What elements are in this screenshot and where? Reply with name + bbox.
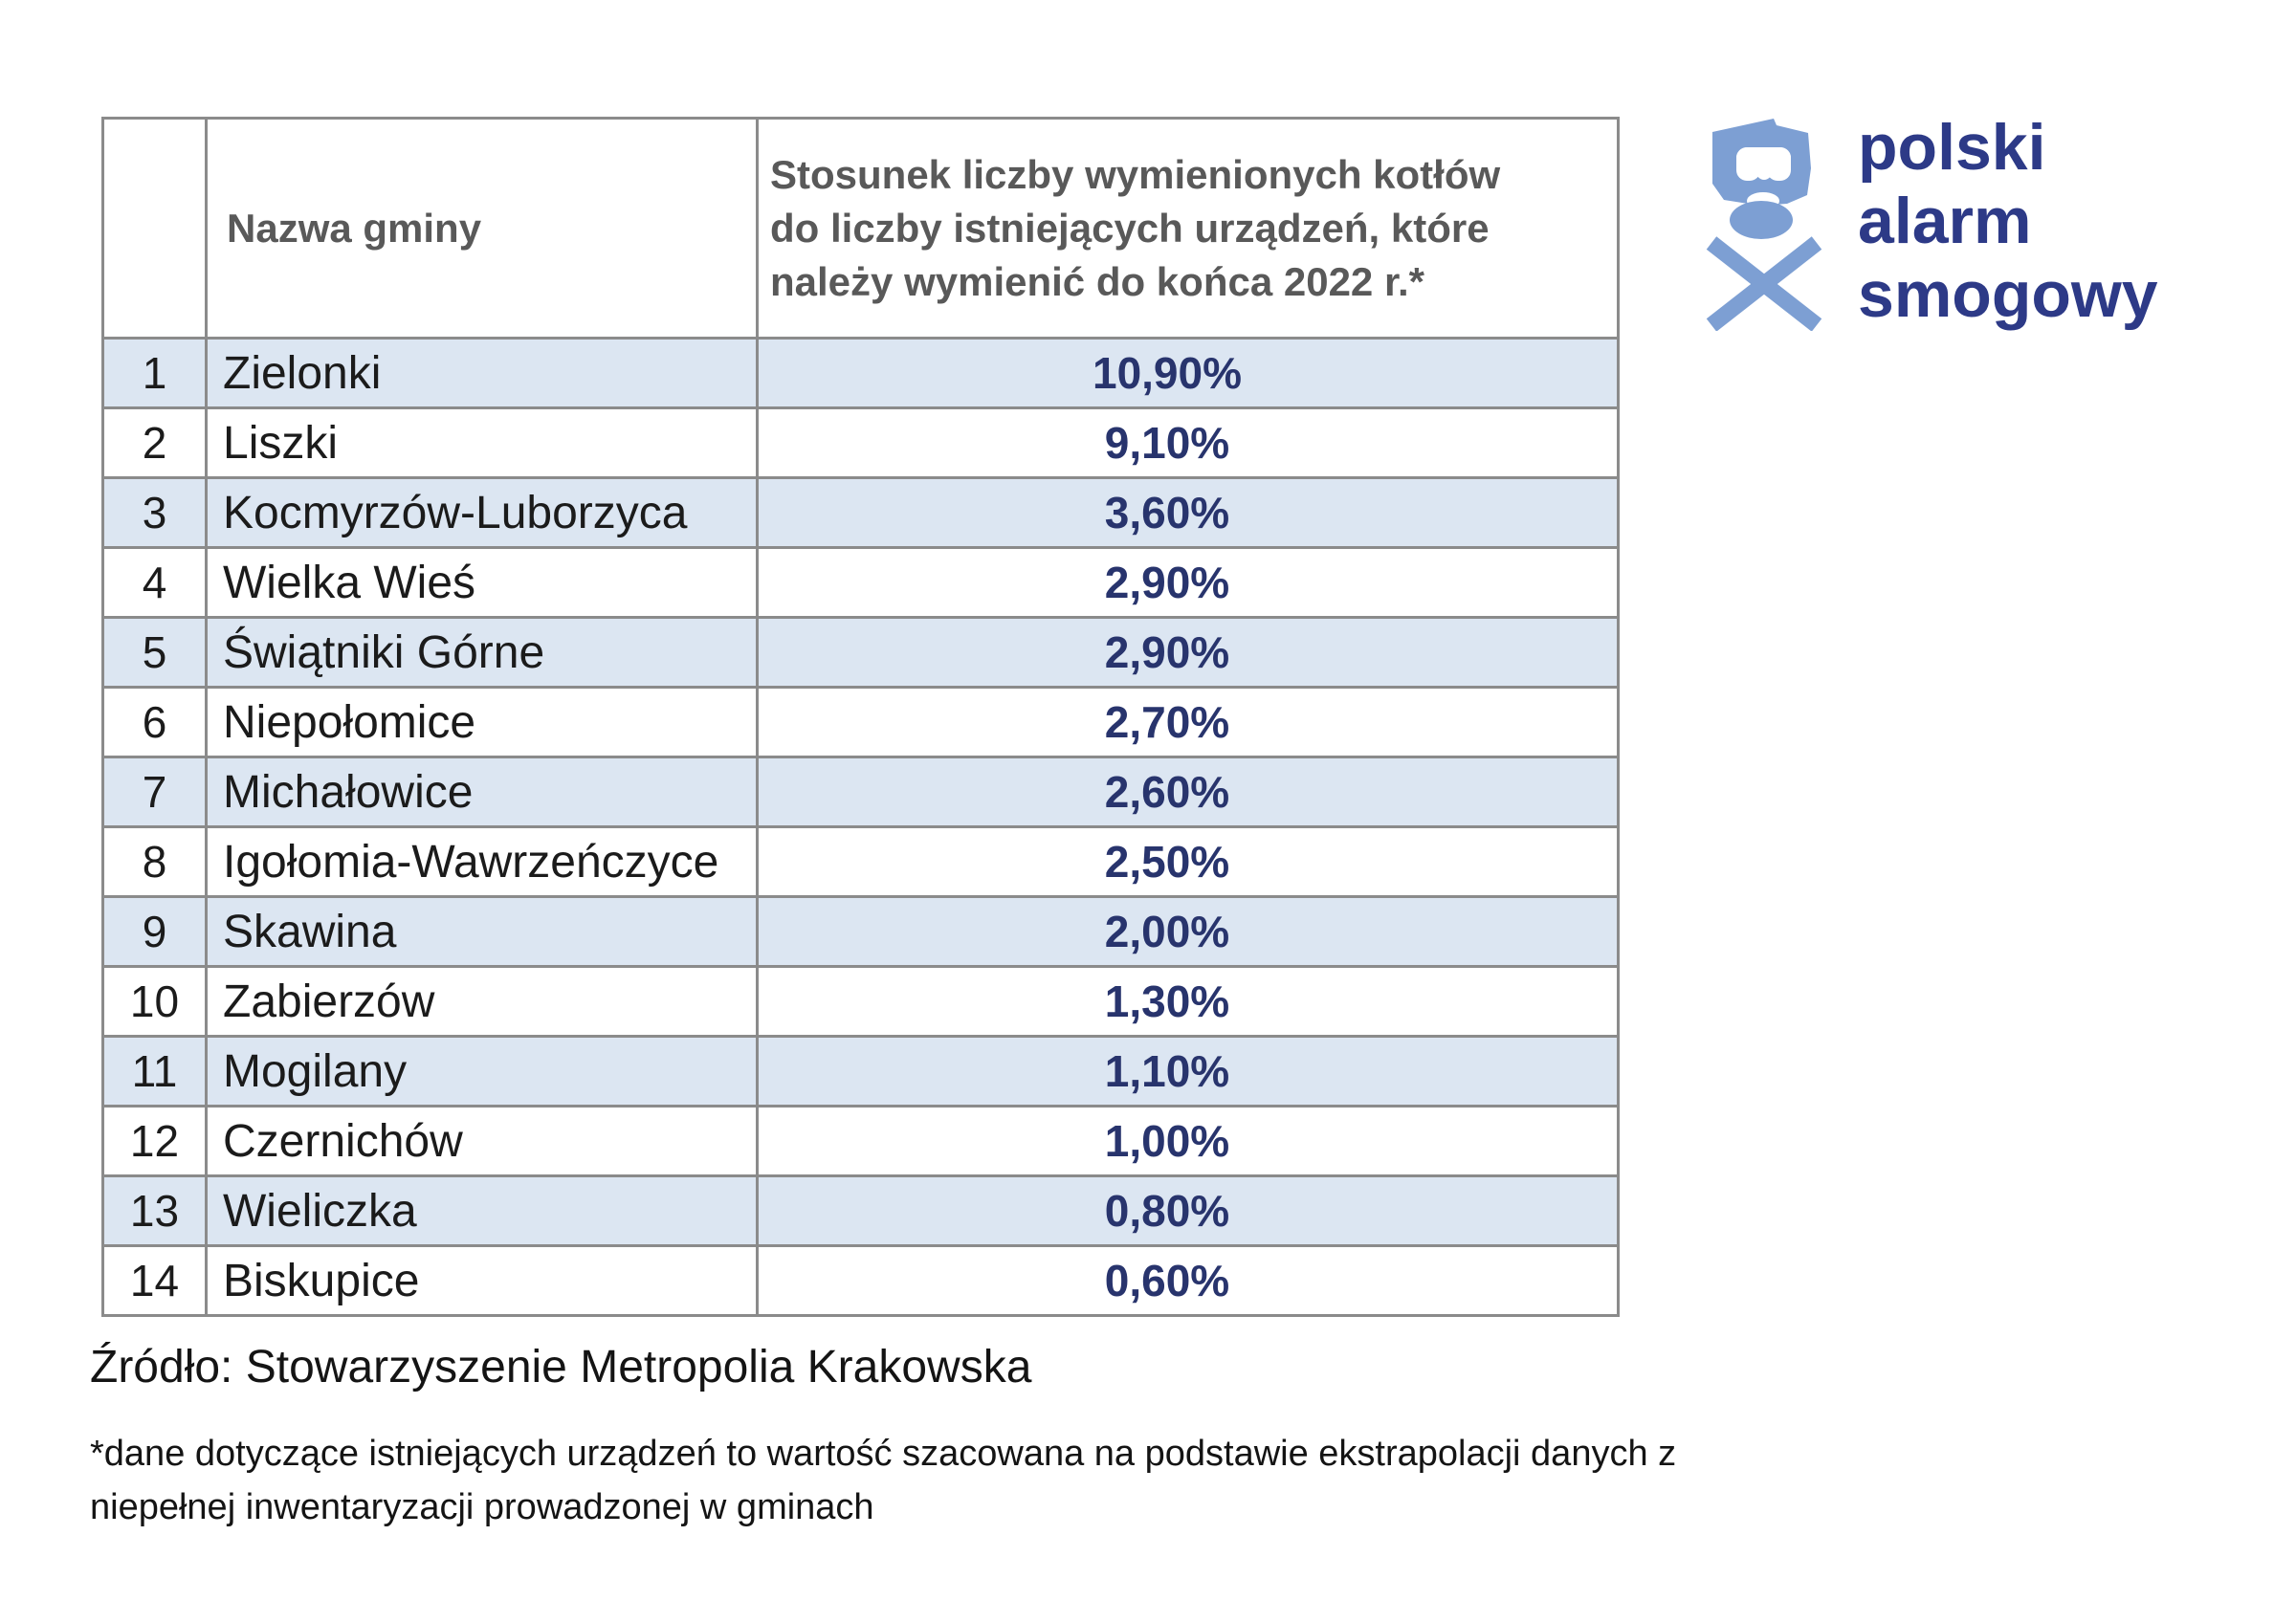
table-body: 1 Zielonki 10,90% 2 Liszki 9,10% 3 Kocmy… [101, 337, 1620, 1317]
header-value-line-3: należy wymienić do końca 2022 r.* [770, 258, 1424, 304]
row-rank-number: 5 [101, 616, 208, 689]
row-percent-value: 0,80% [756, 1174, 1620, 1247]
row-percent-value: 2,50% [756, 825, 1620, 898]
skull-gas-mask-crossbones-icon [1706, 119, 1822, 331]
row-gmina-name: Biskupice [205, 1244, 759, 1317]
table-header-row: Nazwa gminy Stosunek liczby wymienionych… [101, 117, 1620, 340]
table-row: 12 Czernichów 1,00% [101, 1105, 1620, 1177]
source-line: Źródło: Stowarzyszenie Metropolia Krakow… [90, 1342, 1032, 1393]
row-rank-number: 4 [101, 546, 208, 619]
table-row: 10 Zabierzów 1,30% [101, 965, 1620, 1038]
header-value-line-2: do liczby istniejących urządzeń, które [770, 205, 1490, 251]
row-rank-number: 7 [101, 756, 208, 828]
row-percent-value: 2,60% [756, 756, 1620, 828]
footnote-line-1: *dane dotyczące istniejących urządzeń to… [90, 1434, 1677, 1474]
row-percent-value: 10,90% [756, 337, 1620, 409]
row-gmina-name: Michałowice [205, 756, 759, 828]
table-row: 1 Zielonki 10,90% [101, 337, 1620, 409]
ranking-table: Nazwa gminy Stosunek liczby wymienionych… [101, 117, 1620, 1317]
row-rank-number: 1 [101, 337, 208, 409]
ranking-table-container: Nazwa gminy Stosunek liczby wymienionych… [101, 117, 1620, 1317]
table-row: 2 Liszki 9,10% [101, 406, 1620, 479]
row-rank-number: 3 [101, 476, 208, 549]
header-index-cell [101, 117, 208, 340]
row-gmina-name: Wieliczka [205, 1174, 759, 1247]
row-percent-value: 1,00% [756, 1105, 1620, 1177]
table-row: 11 Mogilany 1,10% [101, 1035, 1620, 1108]
row-gmina-name: Liszki [205, 406, 759, 479]
row-rank-number: 2 [101, 406, 208, 479]
logo-word-smogowy: smogowy [1858, 258, 2158, 331]
header-name-cell: Nazwa gminy [205, 117, 759, 340]
row-rank-number: 6 [101, 686, 208, 758]
row-percent-value: 1,10% [756, 1035, 1620, 1108]
logo-word-alarm: alarm [1858, 185, 2032, 257]
row-gmina-name: Zielonki [205, 337, 759, 409]
row-rank-number: 9 [101, 895, 208, 968]
table-row: 8 Igołomia-Wawrzeńczyce 2,50% [101, 825, 1620, 898]
row-gmina-name: Igołomia-Wawrzeńczyce [205, 825, 759, 898]
row-rank-number: 14 [101, 1244, 208, 1317]
logo-wordmark: polski alarm smogowy [1858, 111, 2158, 332]
row-rank-number: 10 [101, 965, 208, 1038]
row-rank-number: 8 [101, 825, 208, 898]
row-gmina-name: Wielka Wieś [205, 546, 759, 619]
row-percent-value: 0,60% [756, 1244, 1620, 1317]
row-rank-number: 13 [101, 1174, 208, 1247]
footnote-line-2: niepełnej inwentaryzacji prowadzonej w g… [90, 1487, 874, 1527]
row-gmina-name: Świątniki Górne [205, 616, 759, 689]
header-value-cell: Stosunek liczby wymienionych kotłów do l… [756, 117, 1620, 340]
row-rank-number: 11 [101, 1035, 208, 1108]
table-row: 5 Świątniki Górne 2,90% [101, 616, 1620, 689]
row-rank-number: 12 [101, 1105, 208, 1177]
table-row: 14 Biskupice 0,60% [101, 1244, 1620, 1317]
logo-word-polski: polski [1858, 111, 2046, 184]
row-percent-value: 2,00% [756, 895, 1620, 968]
header-value-line-1: Stosunek liczby wymienionych kotłów [770, 151, 1501, 197]
row-gmina-name: Niepołomice [205, 686, 759, 758]
table-row: 13 Wieliczka 0,80% [101, 1174, 1620, 1247]
table-row: 9 Skawina 2,00% [101, 895, 1620, 968]
table-row: 6 Niepołomice 2,70% [101, 686, 1620, 758]
row-gmina-name: Kocmyrzów-Luborzyca [205, 476, 759, 549]
row-percent-value: 2,90% [756, 546, 1620, 619]
table-row: 3 Kocmyrzów-Luborzyca 3,60% [101, 476, 1620, 549]
footnote: *dane dotyczące istniejących urządzeń to… [90, 1427, 1676, 1534]
table-header: Nazwa gminy Stosunek liczby wymienionych… [101, 117, 1620, 340]
row-gmina-name: Zabierzów [205, 965, 759, 1038]
table-row: 4 Wielka Wieś 2,90% [101, 546, 1620, 619]
table-row: 7 Michałowice 2,60% [101, 756, 1620, 828]
row-percent-value: 3,60% [756, 476, 1620, 549]
row-percent-value: 1,30% [756, 965, 1620, 1038]
row-percent-value: 9,10% [756, 406, 1620, 479]
row-gmina-name: Czernichów [205, 1105, 759, 1177]
row-gmina-name: Mogilany [205, 1035, 759, 1108]
row-gmina-name: Skawina [205, 895, 759, 968]
row-percent-value: 2,70% [756, 686, 1620, 758]
row-percent-value: 2,90% [756, 616, 1620, 689]
